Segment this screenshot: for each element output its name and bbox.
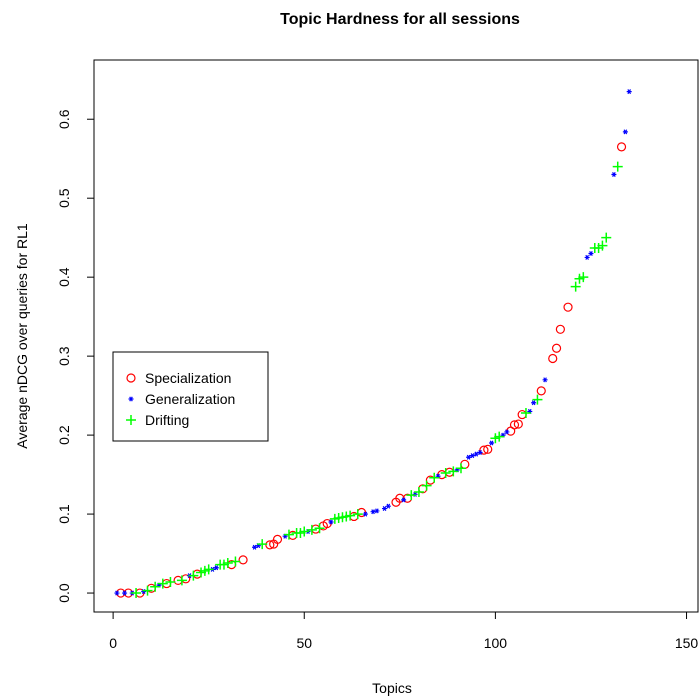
point [114, 590, 120, 596]
point [570, 281, 581, 292]
point [283, 529, 294, 540]
point [265, 540, 275, 550]
x-tick-label: 50 [296, 635, 312, 651]
legend-marker [128, 396, 134, 402]
point [479, 445, 489, 455]
chart-title: Topic Hardness for all sessions [280, 11, 520, 28]
point [252, 544, 258, 550]
point [230, 556, 241, 567]
point [455, 463, 466, 474]
point [345, 510, 356, 521]
point [150, 581, 161, 592]
point [611, 172, 617, 178]
point [421, 480, 432, 491]
point [238, 555, 248, 565]
point [299, 526, 310, 537]
point [385, 503, 391, 509]
y-tick-label: 0.4 [56, 267, 72, 287]
point [429, 472, 440, 483]
point [131, 588, 142, 599]
y-tick-label: 0.5 [56, 188, 72, 208]
point [542, 377, 548, 383]
point [328, 519, 334, 525]
point [489, 440, 495, 446]
point [548, 353, 558, 364]
point [370, 509, 376, 515]
point [362, 511, 368, 517]
legend-label: Generalization [145, 391, 235, 407]
point [413, 486, 424, 497]
plot-box [93, 59, 699, 613]
point [517, 409, 527, 420]
point [588, 250, 594, 256]
point [504, 429, 510, 435]
point [612, 161, 623, 172]
point [157, 578, 168, 589]
point [322, 518, 332, 529]
point [352, 509, 363, 520]
point [494, 431, 505, 442]
point [203, 564, 214, 575]
point [257, 539, 268, 550]
point [626, 89, 632, 95]
point [440, 468, 451, 479]
point [460, 459, 470, 469]
y-axis-label: Average nDCG over queries for RL1 [14, 223, 30, 449]
point [513, 419, 523, 429]
point [222, 558, 233, 569]
point [272, 534, 283, 544]
legend-label: Drifting [145, 412, 189, 428]
point [584, 254, 590, 260]
point [165, 576, 176, 587]
point [448, 466, 459, 477]
legend-marker [126, 415, 136, 425]
x-tick-label: 0 [109, 635, 117, 651]
point [473, 451, 479, 457]
point [616, 142, 627, 152]
y-tick-label: 0.1 [56, 504, 72, 524]
point [122, 590, 128, 596]
point [444, 467, 455, 477]
x-tick-label: 150 [675, 635, 699, 651]
point [563, 302, 573, 312]
point [469, 453, 475, 459]
legend-label: Specialization [145, 370, 231, 386]
point [176, 575, 187, 586]
point [306, 524, 317, 535]
point [142, 585, 153, 596]
point [401, 497, 407, 503]
point [578, 272, 589, 283]
x-axis-label: Topics [372, 680, 412, 696]
point [509, 420, 520, 430]
point [382, 506, 388, 512]
y-tick-label: 0.3 [56, 346, 72, 366]
legend-marker [126, 373, 136, 383]
point [466, 454, 472, 460]
point [374, 508, 380, 514]
point [477, 449, 483, 455]
point [551, 343, 562, 353]
point [520, 407, 531, 418]
point [406, 490, 417, 501]
point [188, 570, 199, 581]
point [601, 232, 612, 243]
point [314, 523, 325, 534]
x-tick-label: 100 [484, 635, 508, 651]
legend-box [112, 351, 269, 442]
y-tick-label: 0.6 [56, 109, 72, 129]
point [213, 565, 219, 571]
point [555, 324, 565, 334]
point [311, 524, 321, 534]
point [412, 491, 418, 497]
point [622, 129, 628, 135]
y-tick-label: 0.0 [56, 583, 72, 603]
y-tick-label: 0.2 [56, 425, 72, 445]
point [597, 240, 608, 251]
point [536, 386, 546, 396]
point [531, 400, 537, 406]
point [483, 444, 493, 454]
point [532, 394, 543, 405]
